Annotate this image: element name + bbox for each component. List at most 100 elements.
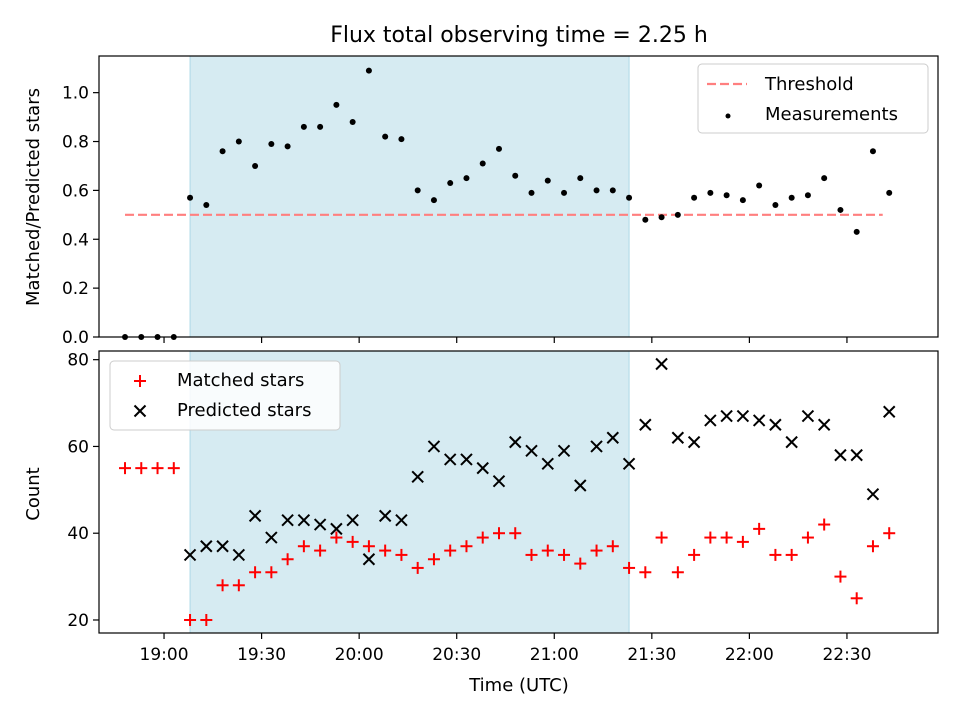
top-legend-box — [697, 63, 929, 134]
predicted-star-point — [281, 513, 294, 527]
x-tick-label: 21:00 — [530, 645, 579, 665]
predicted-marker-b — [200, 540, 213, 553]
predicted-star-point — [883, 405, 896, 418]
x-axis-label: Time (UTC) — [468, 675, 569, 696]
predicted-star-point — [866, 487, 880, 501]
matched-star-point — [249, 566, 262, 579]
matched-star-point — [834, 570, 847, 583]
bottom-y-tick-label: 20 — [67, 611, 89, 631]
measurement-point — [886, 189, 893, 196]
measurement-point — [349, 118, 356, 125]
measurement-point — [593, 187, 600, 194]
measurement-point — [268, 140, 275, 147]
matched-star-point — [167, 462, 180, 475]
measurement-point — [739, 197, 746, 204]
matched-star-point — [866, 540, 879, 553]
predicted-star-point — [736, 409, 750, 423]
top-y-tick-label: 0.8 — [62, 133, 89, 153]
measurement-point — [658, 214, 665, 221]
x-tick-label: 22:30 — [822, 645, 871, 665]
measurement-point — [333, 101, 340, 108]
predicted-star-point — [427, 440, 441, 453]
matched-star-point — [444, 544, 457, 557]
predicted-star-point — [801, 409, 815, 423]
measurement-point — [642, 216, 649, 223]
predicted-star-point — [492, 474, 506, 488]
measurement-point — [804, 192, 811, 199]
measurement-point — [414, 187, 421, 194]
measurement-point — [788, 194, 795, 201]
predicted-star-point — [216, 540, 229, 553]
predicted-star-point — [574, 479, 587, 492]
measurement-point — [626, 194, 633, 201]
measurement-point — [756, 182, 763, 189]
matched-star-point — [281, 553, 294, 566]
predicted-star-point — [785, 435, 798, 449]
predicted-marker-b — [687, 435, 701, 449]
chart-title: Flux total observing time = 2.25 h — [330, 23, 708, 48]
predicted-star-point — [411, 470, 424, 484]
matched-star-point — [135, 462, 148, 475]
measurement-point — [772, 202, 779, 209]
matched-star-point — [232, 579, 245, 592]
measurement-point — [821, 175, 828, 182]
predicted-star-point — [265, 531, 278, 544]
bottom-panel-star-counts: 20 40 60 80 19:00 19:30 20:00 20:30 21:00 21:30 22… — [67, 350, 939, 665]
predicted-marker-b — [378, 509, 392, 523]
matched-star-point — [200, 613, 213, 626]
predicted-marker-b — [883, 405, 896, 418]
predicted-star-point — [817, 418, 831, 431]
matched-star-point — [606, 540, 619, 553]
measurement-point — [479, 160, 486, 167]
predicted-star-point — [395, 513, 408, 527]
predicted-marker-b — [362, 553, 376, 566]
predicted-star-point — [378, 509, 392, 523]
predicted-star-point — [704, 414, 717, 427]
predicted-star-point — [557, 444, 571, 457]
predicted-marker-b — [297, 513, 311, 527]
matched-star-point — [525, 548, 538, 561]
matched-star-point — [151, 462, 164, 475]
top-legend: Threshold Measurements — [697, 63, 929, 134]
predicted-marker-b — [476, 461, 489, 475]
matched-star-point — [216, 579, 229, 592]
top-y-tick-label: 0.6 — [62, 181, 89, 201]
predicted-marker-b — [655, 357, 668, 371]
predicted-star-point — [183, 548, 197, 562]
measurement-point — [365, 67, 372, 74]
legend-threshold-label: Threshold — [764, 74, 854, 95]
predicted-marker-b — [265, 531, 278, 544]
measurement-point — [544, 177, 551, 184]
predicted-marker-b — [557, 444, 571, 457]
predicted-star-point — [297, 513, 311, 527]
measurement-point — [837, 206, 844, 213]
measurement-point — [219, 148, 226, 155]
predicted-star-point — [752, 414, 766, 427]
predicted-marker-b — [785, 435, 798, 449]
matched-star-point — [623, 561, 636, 574]
top-observing-window-span — [189, 55, 630, 338]
predicted-marker-b — [330, 522, 343, 536]
predicted-star-point — [248, 509, 262, 523]
measurement-point — [609, 187, 616, 194]
matched-star-point — [314, 544, 327, 557]
bottom-axes-frame — [98, 350, 939, 634]
matched-star-point — [509, 527, 522, 540]
matched-star-point — [639, 566, 652, 579]
matched-star-point — [492, 527, 505, 540]
matched-star-point — [850, 592, 863, 605]
measurement-point — [495, 145, 502, 152]
predicted-star-point — [525, 444, 538, 457]
matched-star-point — [541, 544, 554, 557]
predicted-marker-b — [216, 540, 229, 553]
predicted-star-point — [655, 357, 668, 371]
predicted-star-point — [476, 461, 489, 475]
measurement-point — [707, 189, 714, 196]
measurement-point — [447, 180, 454, 187]
predicted-star-point — [850, 448, 863, 462]
matched-star-point — [785, 548, 798, 561]
predicted-star-point — [444, 453, 457, 466]
predicted-marker-b — [704, 414, 717, 427]
top-y-tick-label: 0.0 — [62, 328, 89, 348]
matched-star-point — [476, 531, 489, 544]
